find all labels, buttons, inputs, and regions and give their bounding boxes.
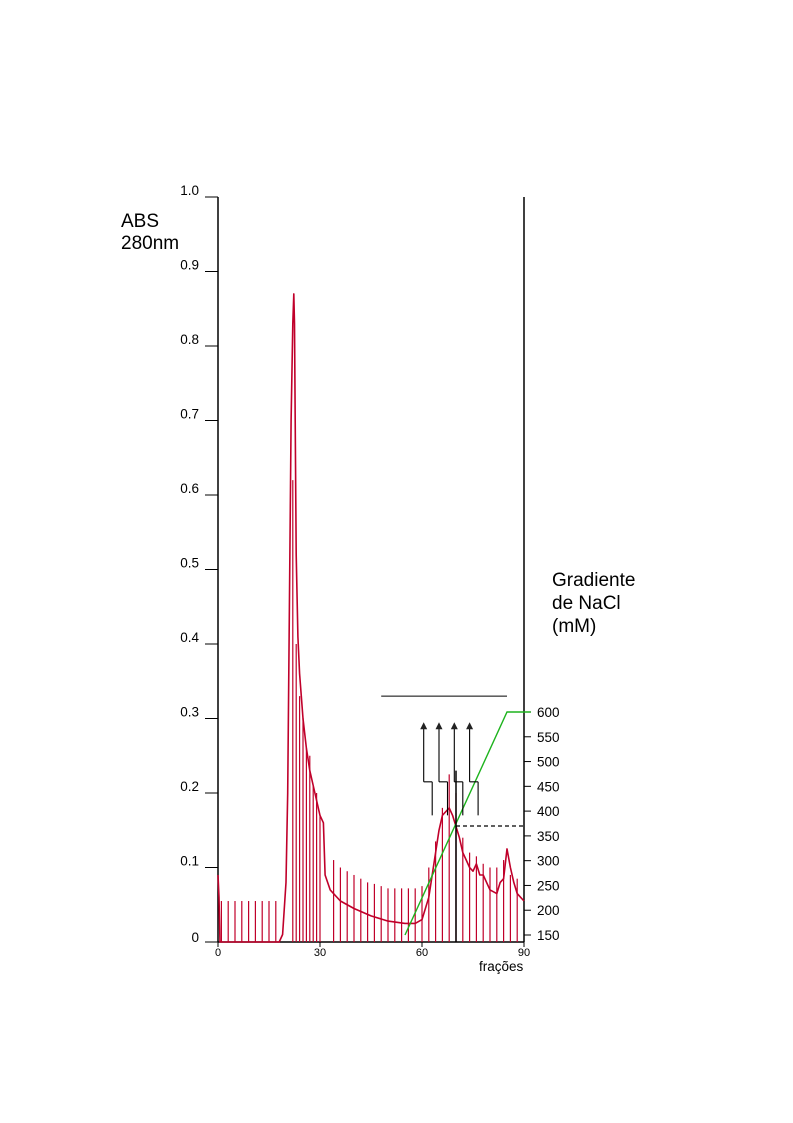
y-right-tick-label: 300 <box>537 854 560 869</box>
y-right-tick-label: 400 <box>537 804 560 819</box>
y-right-label-line1: Gradiente <box>552 570 635 591</box>
pool-arrow-head <box>466 722 474 730</box>
y-right-tick-label: 600 <box>537 705 560 720</box>
y-right-label-line3: (mM) <box>552 616 596 637</box>
fraction-marks <box>220 480 518 942</box>
y-left-label-line2: 280nm <box>121 233 179 254</box>
y-left-tick-label: 0.6 <box>180 481 199 496</box>
x-tick-label: 0 <box>215 947 221 959</box>
y-right-tick-label: 500 <box>537 755 560 770</box>
nacl-gradient-line <box>404 711 531 936</box>
y-left-tick-label: 0.1 <box>180 854 199 869</box>
y-left-tick-label: 0.8 <box>180 332 199 347</box>
y-right-tick-label: 250 <box>537 878 560 893</box>
pool-arrow-head <box>450 722 458 730</box>
y-right-tick-label: 450 <box>537 779 560 794</box>
absorbance-line <box>217 293 525 943</box>
y-left-tick-label: 0.9 <box>180 258 199 273</box>
y-right-tick-label: 200 <box>537 903 560 918</box>
y-right-label-line2: de NaCl <box>552 593 621 614</box>
x-ticks: 0 30 60 90 <box>215 942 530 959</box>
y-right-tick-label: 350 <box>537 829 560 844</box>
y-left-ticks: 0 0.1 0.2 0.3 0.4 0.5 0.6 0.7 0.8 0.9 1.0 <box>180 183 218 945</box>
y-left-tick-label: 0.2 <box>180 779 199 794</box>
annotation-layer <box>381 695 524 942</box>
y-left-tick-label: 0.5 <box>180 556 199 571</box>
y-left-tick-label: 0.4 <box>180 630 199 645</box>
y-left-tick-label: 0.3 <box>180 705 199 720</box>
y-left-tick-label: 0.7 <box>180 407 199 422</box>
y-left-tick-label: 0 <box>191 930 199 945</box>
x-tick-label: 30 <box>314 947 326 959</box>
gradient-layer <box>404 711 531 936</box>
y-right-ticks: 150 200 250 300 350 400 450 500 550 600 <box>524 705 560 943</box>
y-left-tick-label: 1.0 <box>180 183 199 198</box>
absorbance-layer <box>217 293 525 943</box>
y-left-label-line1: ABS <box>121 211 159 232</box>
pool-arrow-head <box>420 722 428 730</box>
x-tick-label: 60 <box>416 947 428 959</box>
y-right-tick-label: 550 <box>537 730 560 745</box>
pool-arrow-head <box>435 722 443 730</box>
x-tick-label: 90 <box>518 947 530 959</box>
y-right-tick-label: 150 <box>537 928 560 943</box>
x-axis-label: frações <box>479 959 524 974</box>
